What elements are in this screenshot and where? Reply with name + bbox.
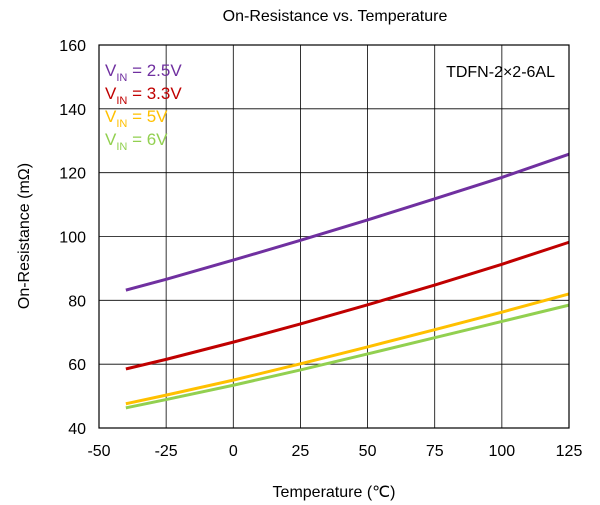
y-tick-label: 120 bbox=[59, 166, 86, 183]
series-layer bbox=[125, 152, 570, 410]
chart-title: On-Resistance vs. Temperature bbox=[223, 8, 448, 25]
y-tick-label: 140 bbox=[59, 102, 86, 119]
y-tick-label: 160 bbox=[59, 38, 86, 55]
series-line bbox=[125, 303, 570, 410]
y-tick-label: 40 bbox=[68, 421, 86, 438]
legend-subscript: IN bbox=[116, 118, 127, 130]
legend-entry: VIN = 6V bbox=[105, 130, 168, 153]
x-tick-label: 75 bbox=[426, 443, 444, 460]
legend-entry: VIN = 2.5V bbox=[105, 61, 182, 84]
series-line bbox=[125, 152, 570, 292]
legend-symbol: V bbox=[105, 84, 117, 103]
legend-entry: VIN = 5V bbox=[105, 107, 168, 130]
legend-entry: VIN = 3.3V bbox=[105, 84, 182, 107]
y-tick-labels: 40 60 80 100 120 140 160 bbox=[59, 38, 86, 438]
x-tick-label: -25 bbox=[155, 443, 178, 460]
y-tick-label: 60 bbox=[68, 357, 86, 374]
x-tick-label: 25 bbox=[292, 443, 310, 460]
series-line bbox=[125, 240, 570, 371]
x-tick-label: 125 bbox=[556, 443, 583, 460]
plot-frame bbox=[98, 44, 570, 429]
x-tick-label: 50 bbox=[359, 443, 377, 460]
x-tick-label: -50 bbox=[87, 443, 110, 460]
x-tick-label: 0 bbox=[229, 443, 238, 460]
legend-value: = 3.3V bbox=[127, 84, 182, 103]
legend-symbol: V bbox=[105, 107, 117, 126]
grid bbox=[98, 44, 570, 429]
package-annotation: TDFN-2×2-6AL bbox=[446, 64, 555, 81]
y-tick-label: 100 bbox=[59, 230, 86, 247]
legend-subscript: IN bbox=[116, 72, 127, 84]
y-axis-label: On-Resistance (mΩ) bbox=[16, 163, 33, 309]
legend-subscript: IN bbox=[116, 95, 127, 107]
legend-symbol: V bbox=[105, 61, 117, 80]
legend-value: = 5V bbox=[127, 107, 168, 126]
x-axis-label: Temperature (℃) bbox=[273, 484, 396, 501]
legend-symbol: V bbox=[105, 130, 117, 149]
series-line bbox=[125, 292, 570, 406]
legend-value: = 2.5V bbox=[127, 61, 182, 80]
y-tick-label: 80 bbox=[68, 293, 86, 310]
x-tick-label: 100 bbox=[489, 443, 516, 460]
legend-value: = 6V bbox=[127, 130, 168, 149]
legend-subscript: IN bbox=[116, 141, 127, 153]
x-tick-labels: -50 -25 0 25 50 75 100 125 bbox=[87, 443, 582, 460]
